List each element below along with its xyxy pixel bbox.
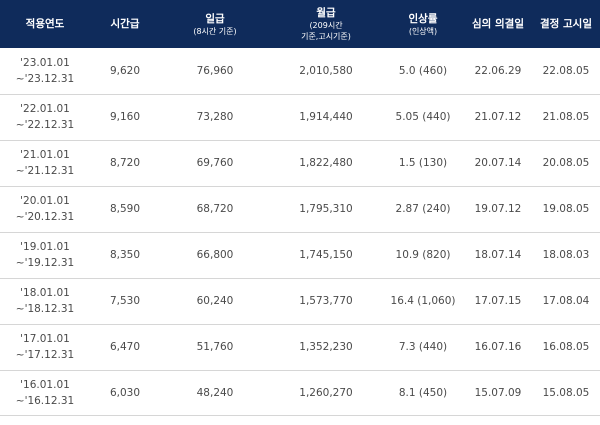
- table-row: '19.01.01 ~'19.12.31 8,350 66,800 1,745,150 1…: [0, 232, 600, 278]
- header-year: 적용연도: [25, 18, 65, 30]
- period-start: '22.01.01: [20, 103, 70, 115]
- period-end: ~'18.12.31: [15, 303, 75, 315]
- period-start: '21.01.01: [20, 149, 70, 161]
- table-row: '17.01.01 ~'17.12.31 6,470 51,760 1,352,230 7…: [0, 324, 600, 370]
- cell-hourly: 6,030: [109, 386, 141, 399]
- cell-daily: 66,800: [196, 249, 234, 261]
- cell-rate: 16.4 (1,060): [390, 295, 456, 307]
- cell-hourly: 9,160: [109, 111, 141, 123]
- cell-monthly: 1,260,270: [299, 386, 353, 399]
- cell-monthly: 2,010,580: [299, 64, 353, 77]
- cell-deliberation: 20.07.14: [474, 157, 522, 169]
- header-rate: 인상률 (인상액): [382, 0, 464, 48]
- table-header-row: 적용연도 시간급 일급 (8시간 기준) 월급 (209시간 기준,고시기준) …: [0, 0, 600, 48]
- cell-decision: 16.08.05: [542, 341, 590, 353]
- cell-daily: 60,240: [196, 295, 234, 307]
- period-start: '23.01.01: [20, 56, 70, 69]
- cell-period: '23.01.01 ~'23.12.31: [0, 48, 90, 94]
- cell-rate: 10.9 (820): [395, 249, 451, 261]
- period-start: '19.01.01: [20, 241, 70, 253]
- cell-rate: 1.5 (130): [398, 157, 448, 169]
- table-row: '16.01.01 ~'16.12.31 6,030 48,240 1,260,270 8…: [0, 370, 600, 415]
- cell-period: '18.01.01 ~'18.12.31: [0, 278, 90, 324]
- period-end: ~'16.12.31: [15, 394, 75, 407]
- cell-rate: 2.87 (240): [395, 203, 451, 215]
- cell-deliberation: 22.06.29: [474, 64, 522, 77]
- cell-daily: 51,760: [196, 341, 234, 353]
- cell-deliberation: 17.07.15: [474, 295, 522, 307]
- period-start: '18.01.01: [20, 287, 70, 299]
- cell-hourly: 9,620: [109, 64, 141, 77]
- cell-decision: 18.08.03: [542, 249, 590, 261]
- table-body: '23.01.01 ~'23.12.31 9,620 76,960 2,010,580 5…: [0, 48, 600, 415]
- cell-daily: 73,280: [196, 111, 234, 123]
- cell-decision: 22.08.05: [542, 64, 590, 77]
- header-monthly: 월급 (209시간 기준,고시기준): [270, 0, 382, 48]
- header-rate-sub: (인상액): [408, 26, 438, 36]
- cell-hourly: 6,470: [109, 341, 141, 353]
- cell-rate: 8.1 (450): [398, 386, 448, 399]
- cell-monthly: 1,745,150: [299, 249, 353, 261]
- period-end: ~'20.12.31: [15, 211, 75, 223]
- cell-rate: 5.0 (460): [398, 64, 448, 77]
- cell-period: '19.01.01 ~'19.12.31: [0, 232, 90, 278]
- cell-deliberation: 16.07.16: [474, 341, 522, 353]
- cell-daily: 69,760: [196, 157, 234, 169]
- cell-deliberation: 21.07.12: [474, 111, 522, 123]
- period-end: ~'21.12.31: [15, 165, 75, 177]
- period-end: ~'22.12.31: [15, 119, 75, 131]
- cell-hourly: 8,350: [109, 249, 141, 261]
- minimum-wage-table: 적용연도 시간급 일급 (8시간 기준) 월급 (209시간 기준,고시기준) …: [0, 0, 600, 415]
- period-start: '17.01.01: [20, 333, 70, 345]
- period-start: '16.01.01: [20, 378, 70, 391]
- cell-rate: 7.3 (440): [398, 341, 448, 353]
- period-start: '20.01.01: [20, 195, 70, 207]
- cell-rate: 5.05 (440): [395, 111, 451, 123]
- header-monthly-sub2: 기준,고시기준): [301, 32, 351, 41]
- period-end: ~'17.12.31: [15, 349, 75, 361]
- cell-period: '21.01.01 ~'21.12.31: [0, 140, 90, 186]
- table-row: '20.01.01 ~'20.12.31 8,590 68,720 1,795,310 2…: [0, 186, 600, 232]
- table-row: '22.01.01 ~'22.12.31 9,160 73,280 1,914,440 5…: [0, 94, 600, 140]
- table-row: '18.01.01 ~'18.12.31 7,530 60,240 1,573,770 1…: [0, 278, 600, 324]
- cell-decision: 15.08.05: [542, 386, 590, 399]
- cell-hourly: 8,590: [109, 203, 141, 215]
- period-end: ~'19.12.31: [15, 257, 75, 269]
- table-row: '23.01.01 ~'23.12.31 9,620 76,960 2,010,580 5…: [0, 48, 600, 94]
- header-decision: 결정 고시일: [540, 18, 592, 30]
- cell-monthly: 1,795,310: [299, 203, 353, 215]
- cell-monthly: 1,822,480: [299, 157, 353, 169]
- cell-period: '20.01.01 ~'20.12.31: [0, 186, 90, 232]
- period-end: ~'23.12.31: [15, 72, 75, 85]
- cell-period: '17.01.01 ~'17.12.31: [0, 324, 90, 370]
- cell-period: '22.01.01 ~'22.12.31: [0, 94, 90, 140]
- cell-decision: 17.08.04: [542, 295, 590, 307]
- cell-period: '16.01.01 ~'16.12.31: [0, 370, 90, 415]
- header-daily: 일급 (8시간 기준): [160, 0, 270, 48]
- cell-monthly: 1,352,230: [299, 341, 353, 353]
- cell-daily: 48,240: [196, 386, 234, 399]
- cell-decision: 20.08.05: [542, 157, 590, 169]
- cell-daily: 68,720: [196, 203, 234, 215]
- cell-hourly: 8,720: [109, 157, 141, 169]
- cell-decision: 21.08.05: [542, 111, 590, 123]
- cell-deliberation: 19.07.12: [474, 203, 522, 215]
- cell-hourly: 7,530: [109, 295, 141, 307]
- header-monthly-sub1: (209시간: [309, 21, 343, 30]
- header-deliberation: 심의 의결일: [472, 18, 524, 30]
- cell-daily: 76,960: [196, 64, 234, 77]
- cell-monthly: 1,573,770: [299, 295, 353, 307]
- cell-decision: 19.08.05: [542, 203, 590, 215]
- cell-monthly: 1,914,440: [299, 111, 353, 123]
- cell-deliberation: 18.07.14: [474, 249, 522, 261]
- header-daily-sub: (8시간 기준): [193, 26, 237, 36]
- table-row: '21.01.01 ~'21.12.31 8,720 69,760 1,822,480 1…: [0, 140, 600, 186]
- header-hourly: 시간급: [110, 18, 140, 30]
- cell-deliberation: 15.07.09: [474, 386, 522, 399]
